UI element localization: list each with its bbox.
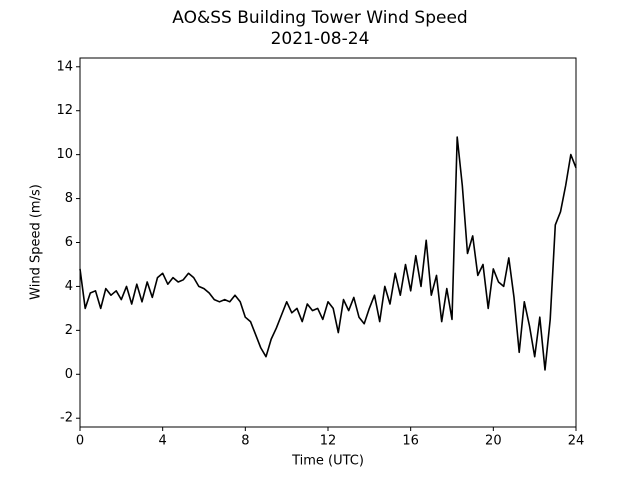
y-tick-label: 2	[65, 323, 73, 338]
x-tick-label: 16	[402, 434, 419, 449]
x-tick-label: 24	[568, 434, 585, 449]
y-tick-label: 4	[65, 279, 73, 294]
y-tick-label: 8	[65, 191, 73, 206]
chart-subtitle: 2021-08-24	[271, 29, 370, 49]
x-tick-label: 0	[76, 434, 84, 449]
data-line	[79, 136, 577, 371]
x-tick-label: 12	[320, 434, 337, 449]
y-tick-label: -2	[60, 411, 73, 426]
y-tick-label: 14	[56, 59, 73, 74]
plot-frame	[79, 57, 577, 428]
y-tick-label: 12	[56, 103, 73, 118]
y-tick-label: 6	[65, 235, 73, 250]
y-tick-label: 10	[56, 147, 73, 162]
x-tick-label: 4	[159, 434, 167, 449]
x-tick-label: 20	[485, 434, 502, 449]
y-tick-label: 0	[65, 367, 73, 382]
chart-title: AO&SS Building Tower Wind Speed	[172, 8, 467, 28]
y-axis-label: Wind Speed (m/s)	[29, 184, 44, 300]
x-axis-label: Time (UTC)	[291, 454, 364, 469]
x-tick-label: 8	[241, 434, 249, 449]
